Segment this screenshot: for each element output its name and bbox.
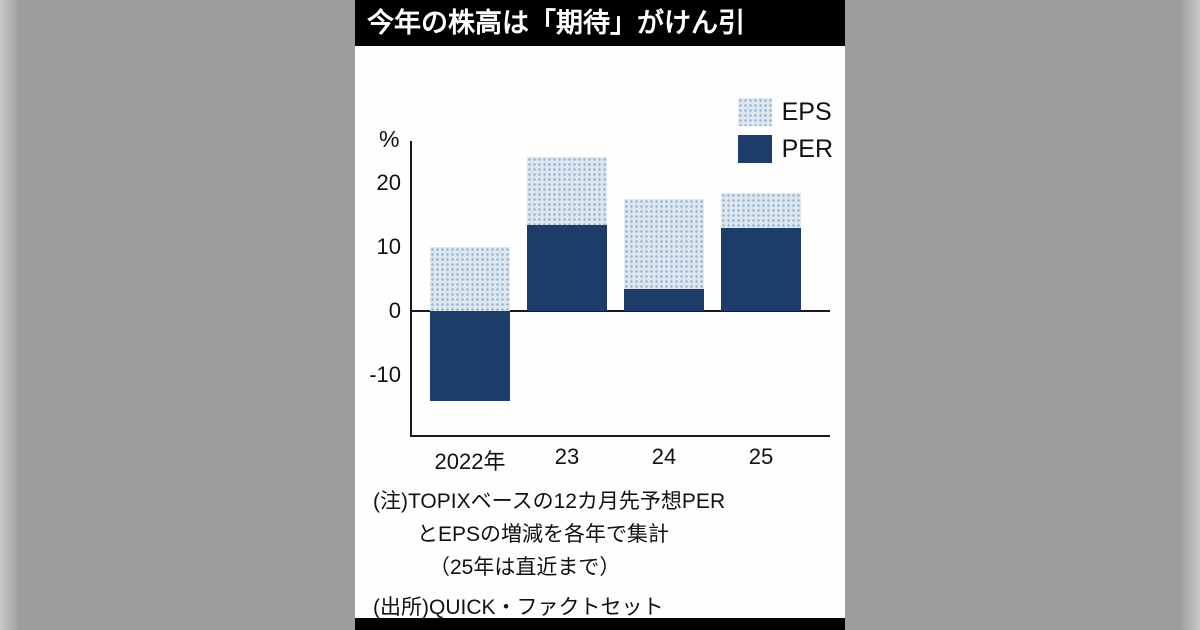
- bar-segment-eps-2: [624, 199, 704, 289]
- chart-title-bar: 今年の株高は「期待」がけん引: [355, 0, 845, 46]
- per-swatch-icon: [737, 135, 772, 163]
- chart-area: EPS PER % 20 10 0 -10 2022年 23 24 25: [355, 46, 845, 475]
- legend-label-per: PER: [781, 135, 833, 163]
- x-axis-label: 2022年: [434, 449, 506, 474]
- legend-item-per: PER: [737, 135, 833, 163]
- chart-notes: (注)TOPIXベースの12カ月先予想PER とEPSの増減を各年で集計 （25…: [355, 475, 845, 624]
- legend-label-eps: EPS: [781, 98, 832, 126]
- bar-segment-per-3: [721, 227, 801, 311]
- y-tick-label: 10: [376, 234, 401, 259]
- y-tick-label: 0: [388, 298, 401, 323]
- bar-segment-eps-3: [721, 192, 801, 228]
- bar-segment-per-1: [527, 224, 607, 311]
- x-axis-label: 25: [748, 444, 774, 469]
- note-line-2: とEPSの増減を各年で集計: [417, 523, 670, 546]
- eps-swatch-icon: [737, 98, 772, 126]
- note-line-1: (注)TOPIXベースの12カ月先予想PER: [373, 490, 726, 513]
- y-tick-label: -10: [369, 362, 401, 387]
- bar-segment-per-0: [430, 311, 510, 401]
- legend-item-eps: EPS: [737, 98, 833, 126]
- bar-segment-eps-0: [430, 247, 510, 311]
- y-axis-unit-label: %: [379, 126, 400, 152]
- y-axis-line: [410, 141, 412, 437]
- chart-card: 今年の株高は「期待」がけん引 EPS PER % 20 10 0 -10 2022年 2…: [355, 0, 845, 630]
- x-axis-line: [410, 435, 830, 437]
- x-axis-label: 24: [651, 444, 677, 469]
- bottom-bar: [355, 618, 845, 630]
- chart-legend: EPS PER: [737, 98, 833, 172]
- note-line-3: （25年は直近まで）: [429, 556, 621, 579]
- y-tick-label: 20: [376, 170, 401, 195]
- source-note: (出所)QUICK・ファクトセット: [373, 596, 664, 619]
- zero-line: [410, 310, 830, 312]
- x-axis-label: 23: [554, 444, 580, 469]
- chart-title: 今年の株高は「期待」がけん引: [367, 8, 745, 38]
- bar-segment-eps-1: [527, 157, 607, 225]
- bar-segment-per-2: [624, 288, 704, 311]
